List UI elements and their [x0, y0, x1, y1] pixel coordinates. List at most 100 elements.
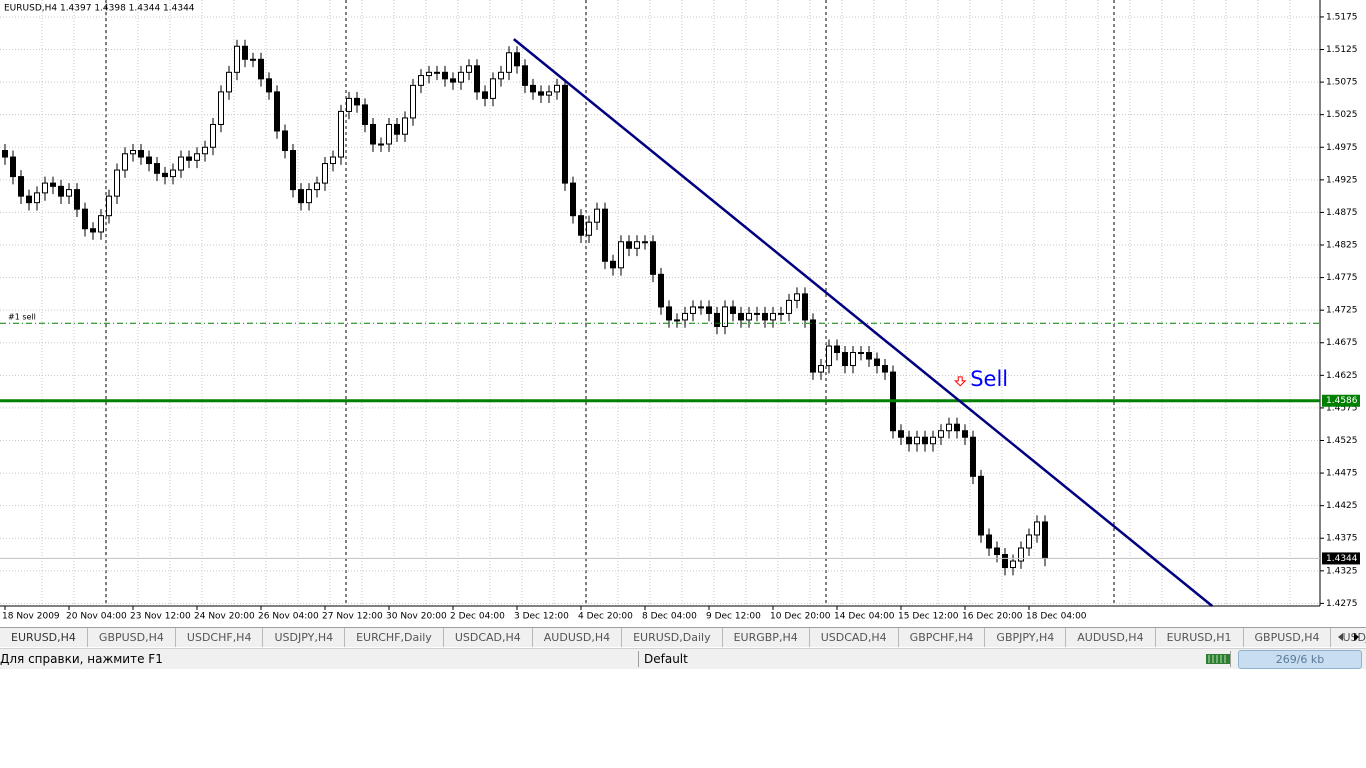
candle-body: [26, 195, 32, 204]
candle-body: [394, 123, 400, 135]
chart-tab[interactable]: AUDUSD,H4: [1066, 628, 1156, 647]
x-tick-label: 3 Dec 12:00: [514, 612, 569, 622]
chart-tab[interactable]: AUDUSD,H4: [533, 628, 623, 647]
candle-body: [322, 163, 328, 184]
sell-arrow: [953, 376, 967, 387]
candle-body: [858, 352, 864, 355]
candle-body: [1002, 554, 1008, 569]
candle-body: [330, 156, 336, 165]
y-tick-label: 1.4275: [1326, 599, 1358, 609]
scroll-right[interactable]: [1354, 633, 1359, 641]
candle-body: [82, 208, 88, 230]
chart-tab[interactable]: GBPUSD,H4: [1244, 628, 1332, 647]
tab-scroll[interactable]: [1334, 628, 1364, 646]
candle-body: [138, 150, 144, 158]
candle-body: [938, 430, 944, 438]
candle-body: [490, 78, 496, 99]
candle-body: [66, 189, 72, 197]
candle-body: [794, 293, 800, 301]
candle-body: [690, 306, 696, 314]
candle-body: [594, 208, 600, 223]
candle-body: [106, 195, 112, 217]
candle-body: [202, 146, 208, 155]
candle-body: [778, 312, 784, 315]
candle-body: [738, 312, 744, 321]
y-tick-label: 1.4625: [1326, 371, 1358, 381]
candle-body: [602, 208, 608, 262]
candle-body: [274, 91, 280, 132]
candle-body: [650, 241, 656, 275]
candle-body: [410, 84, 416, 119]
candle-body: [162, 172, 168, 178]
candle-body: [570, 182, 576, 217]
candle-body: [42, 182, 48, 194]
candle-body: [618, 241, 624, 269]
y-tick-label: 1.4375: [1326, 534, 1358, 544]
candle-body: [506, 52, 512, 73]
chart-tab[interactable]: USDJPY,H4: [263, 628, 346, 647]
candle-body: [658, 273, 664, 308]
candle-body: [458, 71, 464, 83]
candle-body: [562, 84, 568, 184]
candle-body: [282, 130, 288, 152]
x-tick-label: 18 Dec 04:00: [1026, 612, 1087, 622]
candle-body: [370, 123, 376, 145]
candle-body: [626, 241, 632, 249]
chart-tab[interactable]: GBPCHF,H4: [899, 628, 986, 647]
chart-tab[interactable]: GBPUSD,H4: [88, 628, 176, 647]
y-tick-label: 1.4825: [1326, 241, 1358, 251]
candle-body: [978, 475, 984, 536]
candle-body: [378, 143, 384, 146]
chart-tab[interactable]: USDCAD,H4: [810, 628, 899, 647]
candle-body: [522, 65, 528, 86]
candle-body: [1018, 547, 1024, 562]
chart-tab[interactable]: USDCHF,H4: [176, 628, 264, 647]
chart-tab[interactable]: GBPJPY,H4: [985, 628, 1067, 647]
candle-body: [538, 91, 544, 96]
candle-body: [698, 306, 704, 309]
candle-body: [770, 312, 776, 321]
candle-body: [714, 312, 720, 327]
x-tick-label: 10 Dec 20:00: [770, 612, 831, 622]
candle-body: [74, 189, 80, 210]
chart-tab[interactable]: EURCHF,Daily: [345, 628, 444, 647]
y-tick-label: 1.5075: [1326, 78, 1358, 88]
chart-tabs: EURUSD,H4 GBPUSD,H4 USDCHF,H4 USDJPY,H4 EURC…: [0, 627, 1366, 647]
candle-body: [18, 176, 24, 197]
candle-body: [786, 299, 792, 314]
y-tick-label: 1.4875: [1326, 208, 1358, 218]
x-tick-label: 18 Nov 2009: [2, 612, 60, 622]
candle-body: [578, 215, 584, 236]
candle-body: [474, 65, 480, 93]
candle-body: [426, 71, 432, 77]
chart-tab[interactable]: EURUSD,H4: [0, 628, 88, 647]
candle-body: [290, 150, 296, 191]
candle-body: [434, 71, 440, 74]
candle-body: [10, 156, 16, 178]
candle-body: [874, 358, 880, 367]
chart: EURUSD,H4 1.4397 1.4398 1.4344 1.4344 1.…: [0, 0, 1360, 622]
price-tag-label: 1.4586: [1326, 396, 1358, 406]
chart-tab[interactable]: EURUSD,Daily: [622, 628, 723, 647]
scroll-left[interactable]: [1338, 633, 1343, 641]
status-bar: Для справки, нажмите F1 Default 269/6 kb: [0, 648, 1366, 669]
candle-body: [722, 306, 728, 327]
candle-body: [1042, 521, 1048, 559]
chart-tab[interactable]: USDCAD,H4: [444, 628, 533, 647]
chart-tab[interactable]: EURUSD,H1: [1156, 628, 1244, 647]
candle-body: [610, 260, 616, 269]
candle-body: [954, 423, 960, 432]
candle-body: [586, 221, 592, 236]
candle-body: [354, 97, 360, 106]
x-tick-label: 14 Dec 04:00: [834, 612, 895, 622]
candle-body: [130, 150, 136, 155]
candle-body: [834, 345, 840, 354]
chart-tab[interactable]: EURGBP,H4: [723, 628, 810, 647]
y-tick-label: 1.4775: [1326, 273, 1358, 283]
candle-body: [730, 306, 736, 314]
chart-header: EURUSD,H4 1.4397 1.4398 1.4344 1.4344: [4, 4, 195, 14]
candle-body: [338, 110, 344, 158]
candle-body: [1026, 534, 1032, 549]
candle-body: [58, 185, 64, 197]
candle-body: [666, 306, 672, 321]
